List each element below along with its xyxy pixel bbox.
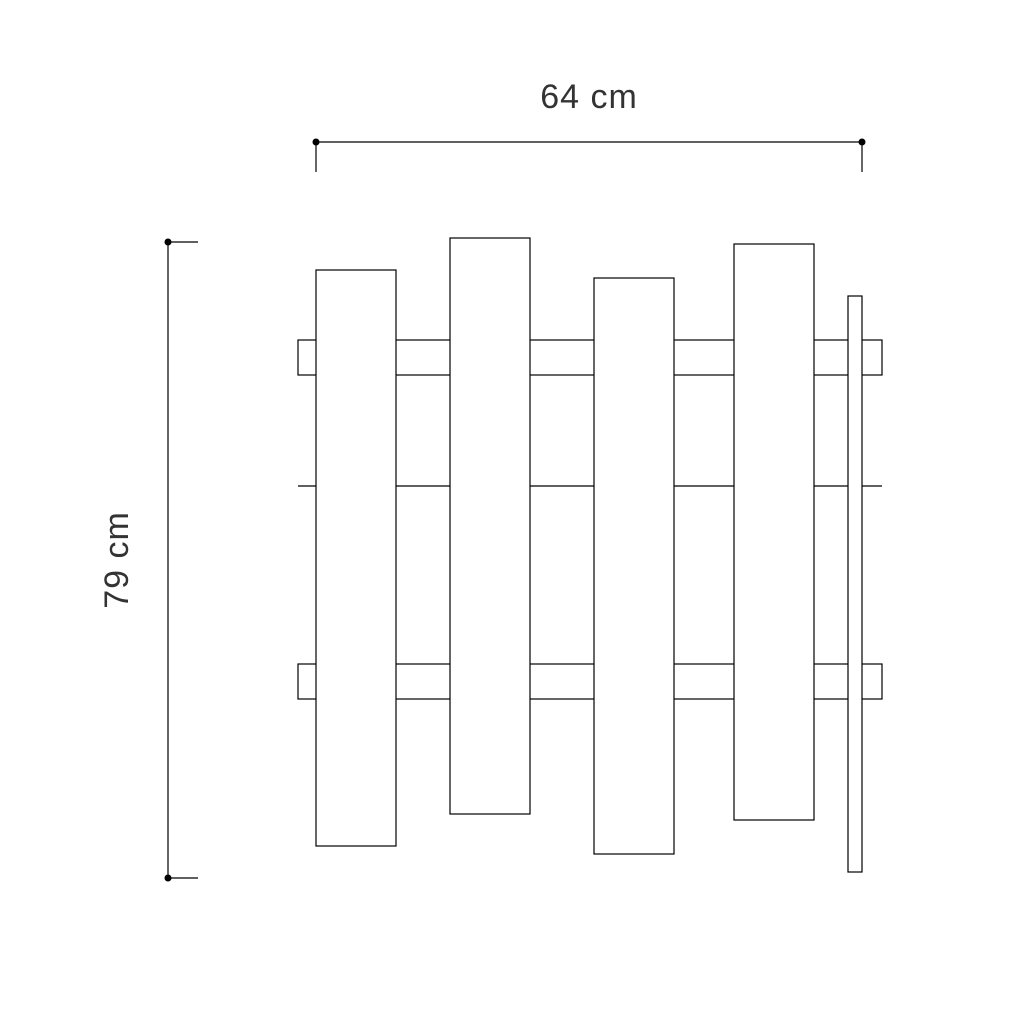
vertical-plank-2 [594, 278, 674, 854]
vertical-plank-4 [848, 296, 862, 872]
dimension-drawing: 64 cm 79 cm [0, 0, 1024, 1024]
dimension-width: 64 cm [313, 78, 866, 172]
vertical-plank-3 [734, 244, 814, 820]
dimension-height-label: 79 cm [98, 511, 136, 609]
dimension-width-label: 64 cm [540, 78, 638, 116]
vertical-plank-0 [316, 270, 396, 846]
vertical-plank-1 [450, 238, 530, 814]
product-outline [298, 238, 882, 872]
dimension-height: 79 cm [98, 239, 198, 882]
